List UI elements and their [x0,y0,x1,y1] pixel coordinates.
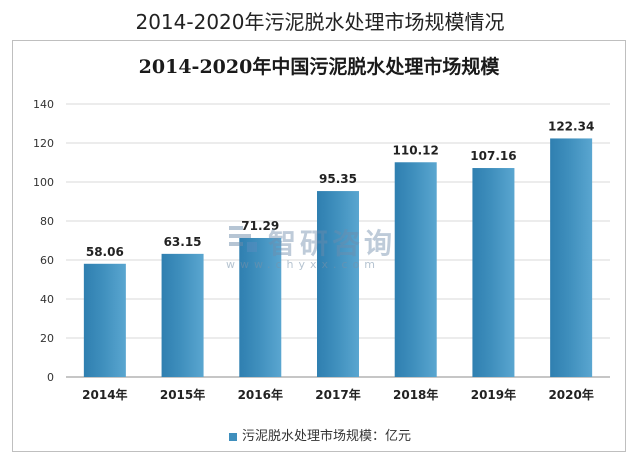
y-tick-label: 20 [40,332,54,345]
legend: 污泥脱水处理市场规模：亿元 [0,425,640,444]
legend-swatch [228,432,237,441]
x-tick-label: 2015年 [160,387,205,402]
bar [83,263,126,377]
bar [317,191,359,377]
data-label: 110.12 [393,143,439,157]
x-tick-label: 2018年 [393,387,438,402]
data-label: 58.06 [86,245,124,259]
page-title: 2014-2020年污泥脱水处理市场规模情况 [135,10,505,34]
watermark-logo [229,226,257,252]
x-tick-label: 2014年 [82,387,127,402]
y-tick-label: 120 [33,137,54,150]
data-label: 95.35 [319,172,357,186]
chart-title: 2014-2020年中国污泥脱水处理市场规模 [138,56,500,78]
data-label: 107.16 [470,149,516,163]
x-tick-label: 2017年 [315,387,360,402]
y-tick-label: 40 [40,293,54,306]
data-label: 122.34 [548,119,594,133]
bar [161,253,204,377]
bar [394,162,437,377]
y-tick-label: 140 [33,98,54,111]
watermark-url: www.chyxx.com [226,258,381,271]
legend-label: 污泥脱水处理市场规模：亿元 [241,429,411,444]
watermark-name: 智研咨询 [268,227,397,260]
x-tick-label: 2016年 [238,387,283,402]
bar [550,138,593,377]
data-label: 63.15 [164,235,202,249]
bar [239,237,282,377]
y-tick-label: 80 [40,215,54,228]
x-tick-label: 2019年 [471,387,516,402]
bar [472,168,515,377]
y-tick-label: 100 [33,176,54,189]
y-tick-label: 60 [40,254,54,267]
x-tick-label: 2020年 [548,387,593,402]
data-label: 71.29 [241,219,279,233]
y-tick-label: 0 [47,371,54,384]
